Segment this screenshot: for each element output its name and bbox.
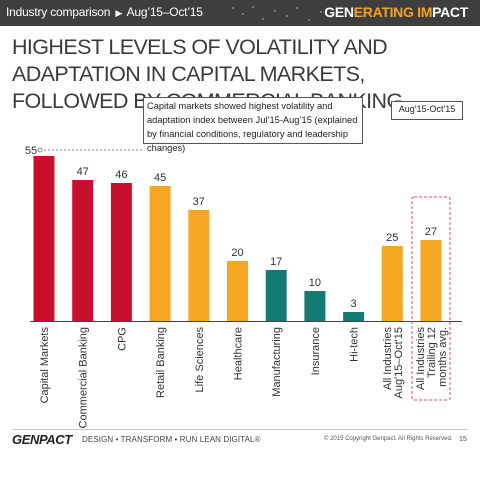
highlight-box <box>411 196 451 401</box>
bar <box>420 240 442 321</box>
right-triangle-icon: ▶ <box>115 8 123 18</box>
bar <box>227 261 248 321</box>
brand-part-1: GEN <box>324 4 354 20</box>
data-label: 27 <box>425 226 437 238</box>
x-tick-label: Life Sciences <box>194 327 206 393</box>
annotation-callout: Capital markets showed highest volatilit… <box>143 97 363 153</box>
x-tick-label-line: All Industries <box>415 327 427 390</box>
callout-connector-dot <box>37 147 43 153</box>
decorative-dot <box>262 18 264 20</box>
decorative-dot <box>242 13 244 15</box>
x-tick-label-line: Manufacturing <box>271 327 283 397</box>
data-label: 17 <box>270 256 282 268</box>
bar <box>381 246 403 321</box>
x-tick-label: All Industries Aug'15–Oct'15 <box>382 327 405 399</box>
footer-copyright: © 2015 Copyright Genpact. All Rights Res… <box>324 436 453 442</box>
x-tick-label: CPG <box>116 327 128 351</box>
bar <box>265 270 287 321</box>
data-label: 47 <box>77 166 89 178</box>
decorative-dot <box>232 7 234 9</box>
decorative-dot <box>308 19 310 21</box>
decorative-dot <box>252 6 254 8</box>
x-tick-label: Hi-tech <box>349 327 361 362</box>
x-tick-label-line: Trailing 12 <box>426 327 438 378</box>
bar <box>110 183 132 321</box>
decorative-dot <box>330 16 332 18</box>
decorative-dot <box>320 11 322 13</box>
x-tick-label-line: Capital Markets <box>39 327 51 404</box>
brand-wordmark: GENERATING IMPACT <box>324 4 468 20</box>
x-tick-label: Commercial Banking <box>78 327 90 428</box>
x-tick-label-line: Commercial Banking <box>78 327 90 428</box>
x-tick-label-line: months avg. <box>437 327 449 387</box>
x-tick-label: Healthcare <box>233 327 245 380</box>
x-tick-label-line: CPG <box>116 327 128 351</box>
data-label: 55 <box>25 145 37 157</box>
bar <box>304 291 326 321</box>
x-tick-label-line: Retail Banking <box>155 327 167 398</box>
x-tick-label: Retail Banking <box>155 327 167 398</box>
decorative-dot <box>340 8 342 10</box>
date-range-label: Aug'15-Oct'15 <box>391 101 463 120</box>
x-tick-label: Capital Markets <box>39 327 51 404</box>
x-tick-label-line: Aug'15–Oct'15 <box>393 327 405 398</box>
footer-tagline: DESIGN • TRANSFORM • RUN LEAN DIGITAL® <box>82 435 261 444</box>
footer-logo: GENPACT <box>12 432 72 447</box>
data-label: 20 <box>231 247 243 259</box>
bar-chart: 55 Capital Markets 47 Commercial Banking 46 C… <box>25 145 462 428</box>
x-tick-label-line: Healthcare <box>233 327 245 380</box>
x-tick-label-line: All Industries <box>382 327 394 390</box>
top-bar: Industry comparison ▶ Aug’15–Oct’15 GENE… <box>0 0 480 26</box>
x-tick-label-line: Hi-tech <box>349 327 361 362</box>
brand-part-2: ERATING IM <box>353 4 433 20</box>
bar <box>343 312 365 321</box>
decorative-dot <box>274 10 276 12</box>
x-tick-label-line: Life Sciences <box>194 327 206 393</box>
data-label: 25 <box>386 232 398 244</box>
breadcrumb: Industry comparison ▶ Aug’15–Oct’15 <box>6 5 203 19</box>
x-tick-label: All Industries Trailing 12 months avg. <box>415 327 449 390</box>
bar <box>149 186 171 321</box>
data-label: 45 <box>154 172 166 184</box>
breadcrumb-label: Industry comparison <box>6 5 111 19</box>
x-tick-label: Insurance <box>310 327 322 375</box>
brand-part-3: PACT <box>432 4 468 20</box>
x-tick-label: Manufacturing <box>271 327 283 397</box>
x-tick-label-line: Insurance <box>310 327 322 375</box>
page-number: 15 <box>459 436 467 443</box>
data-label: 37 <box>193 196 205 208</box>
breadcrumb-range: Aug’15–Oct’15 <box>126 5 203 19</box>
decorative-dot <box>286 15 288 17</box>
data-label: 3 <box>351 298 357 310</box>
decorative-dot <box>296 7 298 9</box>
data-label: 46 <box>115 169 127 181</box>
bar <box>33 156 55 321</box>
bar <box>188 210 210 321</box>
bar <box>72 180 94 321</box>
data-label: 10 <box>309 277 321 289</box>
footer-divider <box>12 429 468 430</box>
